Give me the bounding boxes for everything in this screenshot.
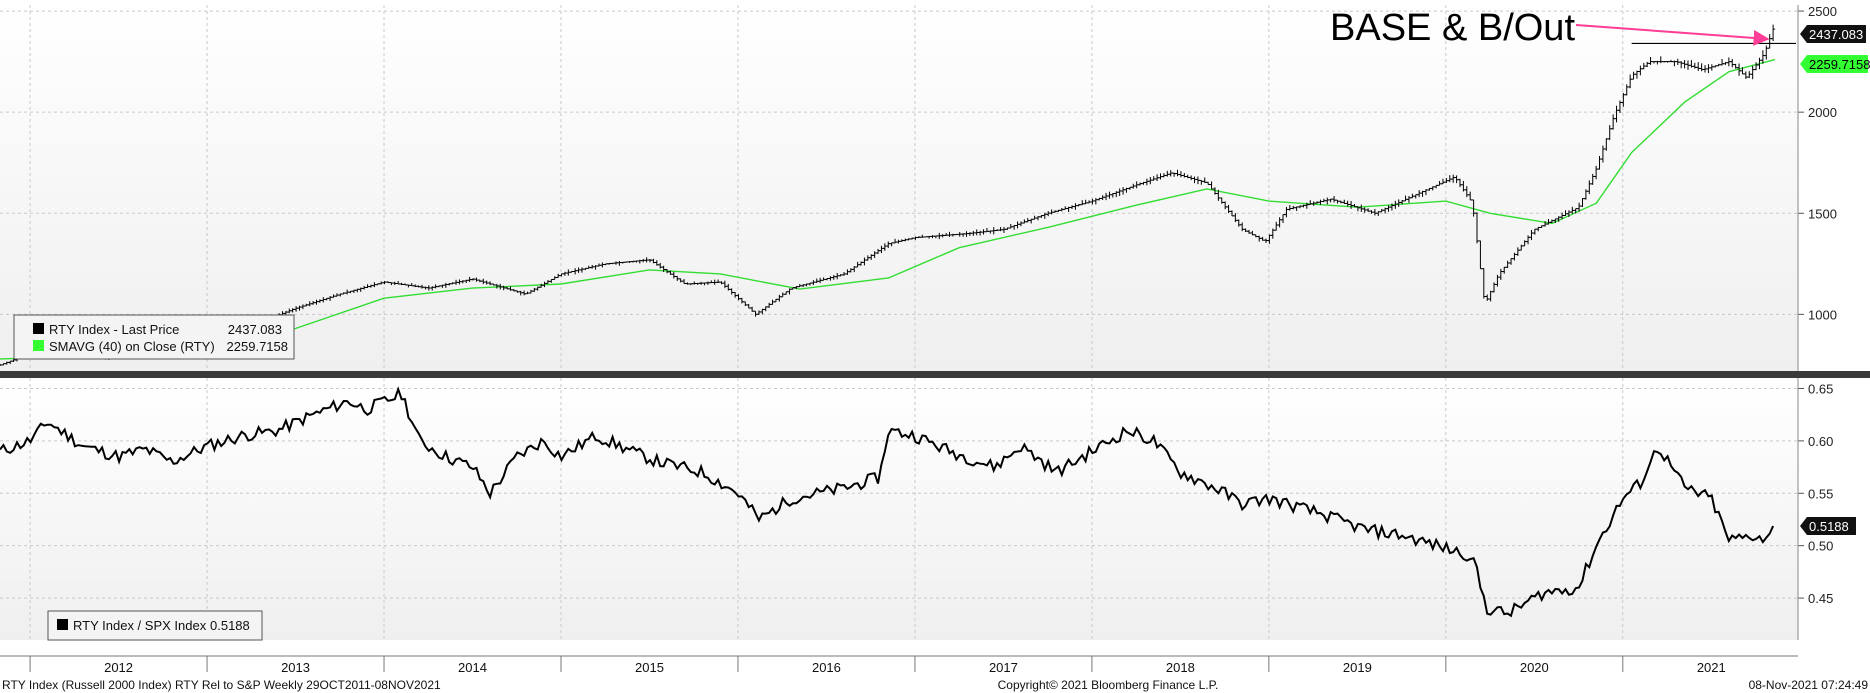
bottom-panel-background — [0, 378, 1798, 640]
bottom-y-tick-label: 0.45 — [1808, 591, 1833, 606]
footer-description: RTY Index (Russell 2000 Index) RTY Rel t… — [2, 678, 441, 692]
ratio-line — [0, 386, 1775, 618]
top-y-tick-label: 2000 — [1808, 105, 1837, 120]
x-year-label: 2016 — [812, 660, 841, 675]
x-year-label: 2020 — [1520, 660, 1549, 675]
top-legend: RTY Index - Last Price 2437.083 SMAVG (4… — [13, 314, 295, 360]
price-legend-swatch — [33, 323, 44, 334]
ratio-legend-swatch — [57, 619, 68, 630]
ratio-tag-shape — [1800, 516, 1856, 535]
sma-legend-label: SMAVG (40) on Close (RTY) — [49, 339, 215, 354]
price-tag-text: 2437.083 — [1809, 27, 1863, 42]
x-year-label: 2014 — [458, 660, 487, 675]
x-year-label: 2018 — [1166, 660, 1195, 675]
top-y-tick-label: 1000 — [1808, 307, 1837, 322]
sma-tag-shape — [1800, 55, 1868, 73]
sma-line — [0, 58, 1776, 360]
bottom-legend: RTY Index / SPX Index 0.5188 — [47, 610, 263, 641]
top-gridlines — [0, 5, 1798, 371]
footer-copyright: Copyright© 2021 Bloomberg Finance L.P. — [998, 678, 1219, 692]
sma-legend-value: 2259.7158 — [227, 339, 288, 354]
x-year-label: 2013 — [281, 660, 310, 675]
top-y-tick-label: 1500 — [1808, 206, 1837, 221]
x-year-label: 2021 — [1697, 660, 1726, 675]
annotation-arrow — [1575, 24, 1770, 46]
top-y-tick-label: 2500 — [1808, 4, 1837, 19]
annotation-text: BASE & B/Out — [1330, 7, 1575, 49]
x-year-label: 2019 — [1343, 660, 1372, 675]
footer-timestamp: 08-Nov-2021 07:24:49 — [1749, 678, 1869, 692]
price-tag-shape — [1800, 25, 1866, 43]
sma-tag-text: 2259.7158 — [1809, 57, 1870, 72]
bottom-y-tick-label: 0.60 — [1808, 434, 1833, 449]
x-year-label: 2017 — [989, 660, 1018, 675]
ratio-legend-value: 0.5188 — [210, 618, 250, 633]
x-year-label: 2015 — [635, 660, 664, 675]
top-legend-box — [13, 314, 295, 360]
bottom-y-tick-label: 0.55 — [1808, 486, 1833, 501]
x-axis: 2012 2013 2014 2015 2016 2017 2018 2019 2020 2021 — [0, 655, 1798, 675]
panel-separator[interactable] — [0, 371, 1870, 378]
x-year-label: 2012 — [104, 660, 133, 675]
bottom-y-tick-label: 0.65 — [1808, 381, 1833, 396]
bottom-y-tick-label: 0.50 — [1808, 539, 1833, 554]
ratio-value-tag: 0.5188 — [1800, 516, 1856, 535]
price-legend-label: RTY Index - Last Price — [49, 322, 179, 337]
price-value-tag: 2437.083 — [1800, 25, 1866, 43]
sma-legend-swatch — [33, 340, 44, 351]
ratio-tag-text: 0.5188 — [1809, 519, 1849, 534]
price-legend-value: 2437.083 — [228, 322, 282, 337]
top-y-axis: 1000 1500 2000 2500 — [1797, 4, 1837, 371]
bottom-gridlines — [0, 378, 1798, 640]
ratio-legend-label: RTY Index / SPX Index — [73, 618, 207, 633]
bottom-legend-box — [47, 610, 263, 641]
sma-value-tag: 2259.7158 — [1800, 55, 1870, 73]
bottom-y-axis: 0.45 0.50 0.55 0.60 0.65 — [1797, 378, 1833, 640]
